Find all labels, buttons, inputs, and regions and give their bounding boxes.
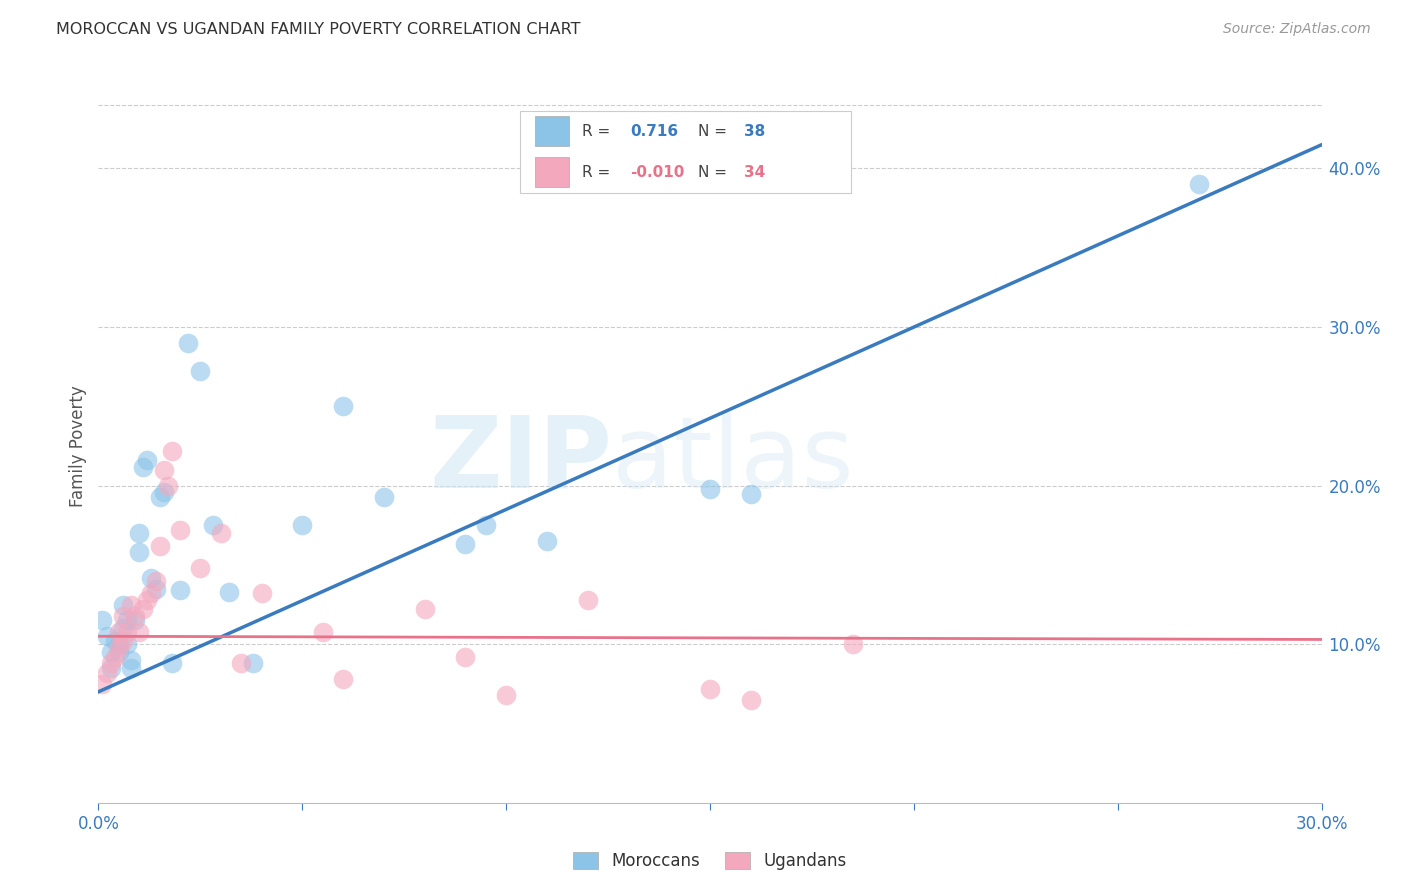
Text: ZIP: ZIP — [429, 412, 612, 508]
FancyBboxPatch shape — [536, 116, 569, 146]
Point — [111, 634, 134, 648]
Point — [536, 534, 558, 549]
Point — [149, 490, 172, 504]
Text: -0.010: -0.010 — [630, 165, 685, 179]
Point — [100, 661, 122, 675]
Point — [91, 677, 114, 691]
Text: 38: 38 — [744, 124, 765, 138]
Point — [218, 585, 240, 599]
Point — [413, 602, 436, 616]
Point — [115, 614, 138, 628]
Point — [120, 653, 142, 667]
Point — [108, 640, 131, 655]
Point — [149, 539, 172, 553]
Point — [128, 545, 150, 559]
Point — [96, 629, 118, 643]
Point — [177, 335, 200, 350]
Point — [740, 486, 762, 500]
Point — [124, 614, 146, 628]
Point — [160, 657, 183, 671]
Point — [111, 608, 134, 623]
Point — [145, 574, 167, 588]
Point — [132, 459, 155, 474]
FancyBboxPatch shape — [536, 157, 569, 187]
Point — [312, 624, 335, 639]
Point — [242, 657, 264, 671]
Point — [96, 665, 118, 680]
Point — [141, 571, 163, 585]
Point — [291, 518, 314, 533]
Text: R =: R = — [582, 124, 614, 138]
Point — [128, 526, 150, 541]
Point — [699, 681, 721, 696]
Point — [108, 624, 131, 639]
Point — [145, 582, 167, 596]
Point — [108, 645, 131, 659]
Point — [104, 649, 127, 664]
Point — [169, 583, 191, 598]
Point — [188, 364, 212, 378]
Point — [136, 592, 159, 607]
Point — [120, 661, 142, 675]
Point — [474, 518, 498, 533]
Text: atlas: atlas — [612, 412, 853, 508]
Point — [841, 637, 863, 651]
Point — [100, 657, 122, 671]
Y-axis label: Family Poverty: Family Poverty — [69, 385, 87, 507]
Point — [111, 621, 134, 635]
Point — [169, 523, 191, 537]
Point — [1188, 178, 1211, 192]
Point — [332, 400, 354, 414]
Point — [188, 561, 212, 575]
Point — [495, 688, 517, 702]
Text: R =: R = — [582, 165, 614, 179]
Point — [136, 453, 159, 467]
Point — [104, 634, 127, 648]
Point — [699, 482, 721, 496]
Point — [209, 526, 232, 541]
Point — [454, 649, 477, 664]
Point — [231, 657, 253, 671]
Point — [373, 490, 395, 504]
Point — [91, 614, 114, 628]
Point — [115, 637, 138, 651]
Text: 0.716: 0.716 — [630, 124, 679, 138]
FancyBboxPatch shape — [520, 111, 851, 193]
Point — [201, 518, 224, 533]
Point — [332, 672, 354, 686]
Legend: Moroccans, Ugandans: Moroccans, Ugandans — [567, 845, 853, 877]
Point — [132, 602, 155, 616]
Point — [108, 637, 131, 651]
Point — [152, 485, 174, 500]
Text: N =: N = — [697, 165, 731, 179]
Point — [141, 586, 163, 600]
Point — [100, 645, 122, 659]
Point — [115, 624, 138, 639]
Point — [128, 624, 150, 639]
Point — [120, 598, 142, 612]
Point — [454, 537, 477, 551]
Point — [111, 598, 134, 612]
Text: MOROCCAN VS UGANDAN FAMILY POVERTY CORRELATION CHART: MOROCCAN VS UGANDAN FAMILY POVERTY CORRE… — [56, 22, 581, 37]
Text: 34: 34 — [744, 165, 765, 179]
Point — [740, 692, 762, 706]
Point — [124, 608, 146, 623]
Point — [250, 586, 273, 600]
Point — [160, 443, 183, 458]
Point — [156, 478, 179, 492]
Point — [152, 463, 174, 477]
Point — [576, 592, 599, 607]
Text: Source: ZipAtlas.com: Source: ZipAtlas.com — [1223, 22, 1371, 37]
Text: N =: N = — [697, 124, 731, 138]
